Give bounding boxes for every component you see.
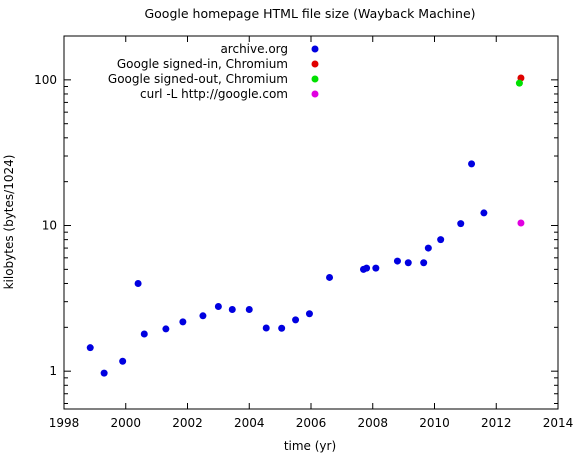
x-tick-label: 2008 — [357, 416, 388, 430]
data-point — [199, 312, 207, 320]
legend-marker — [311, 45, 319, 53]
x-tick-label: 2000 — [110, 416, 141, 430]
data-point — [86, 344, 94, 352]
y-tick-label: 10 — [42, 219, 57, 233]
data-point — [214, 302, 222, 310]
legend-label: archive.org — [220, 42, 288, 56]
data-point — [134, 279, 142, 287]
data-point — [140, 330, 148, 338]
data-point — [420, 259, 428, 267]
legend-marker — [311, 90, 319, 98]
x-tick-label: 2002 — [172, 416, 203, 430]
x-tick-label: 1998 — [49, 416, 80, 430]
y-tick-label: 100 — [34, 73, 57, 87]
legend-label: Google signed-out, Chromium — [108, 72, 288, 86]
data-point — [372, 264, 380, 272]
data-point — [468, 160, 476, 168]
legend-label: curl -L http://google.com — [140, 87, 288, 101]
data-point — [393, 257, 401, 265]
legend-marker — [311, 75, 319, 83]
data-point — [179, 318, 187, 326]
x-tick-label: 2010 — [419, 416, 450, 430]
data-point — [363, 264, 371, 272]
data-point — [404, 259, 412, 267]
x-axis-ticks: 1998 2000 2002 2004 2006 2008 2010 2012 2014 — [49, 36, 574, 430]
y-axis-label: kilobytes (bytes/1024) — [2, 155, 16, 290]
data-point — [517, 219, 525, 227]
x-tick-label: 2014 — [543, 416, 574, 430]
data-point — [245, 306, 253, 314]
data-point — [119, 357, 127, 365]
data-point — [480, 209, 488, 217]
data-points — [86, 74, 525, 377]
data-point — [292, 316, 300, 324]
data-point — [515, 79, 523, 87]
legend-label: Google signed-in, Chromium — [117, 57, 288, 71]
x-tick-label: 2006 — [296, 416, 327, 430]
y-tick-label: 1 — [49, 364, 57, 378]
data-point — [424, 244, 432, 252]
data-point — [100, 369, 108, 377]
x-tick-label: 2004 — [234, 416, 265, 430]
chart-title: Google homepage HTML file size (Wayback … — [144, 6, 475, 21]
data-point — [162, 325, 170, 333]
data-point — [278, 324, 286, 332]
plot-area-frame — [63, 35, 559, 410]
y-axis-ticks: 1 10 100 — [34, 35, 558, 404]
data-point — [457, 220, 465, 228]
x-tick-label: 2012 — [481, 416, 512, 430]
data-point — [228, 306, 236, 314]
legend-marker — [311, 60, 319, 68]
data-point — [262, 324, 270, 332]
data-point — [326, 273, 334, 281]
x-axis-label: time (yr) — [284, 439, 336, 453]
data-point — [305, 310, 313, 318]
data-point — [437, 236, 445, 244]
